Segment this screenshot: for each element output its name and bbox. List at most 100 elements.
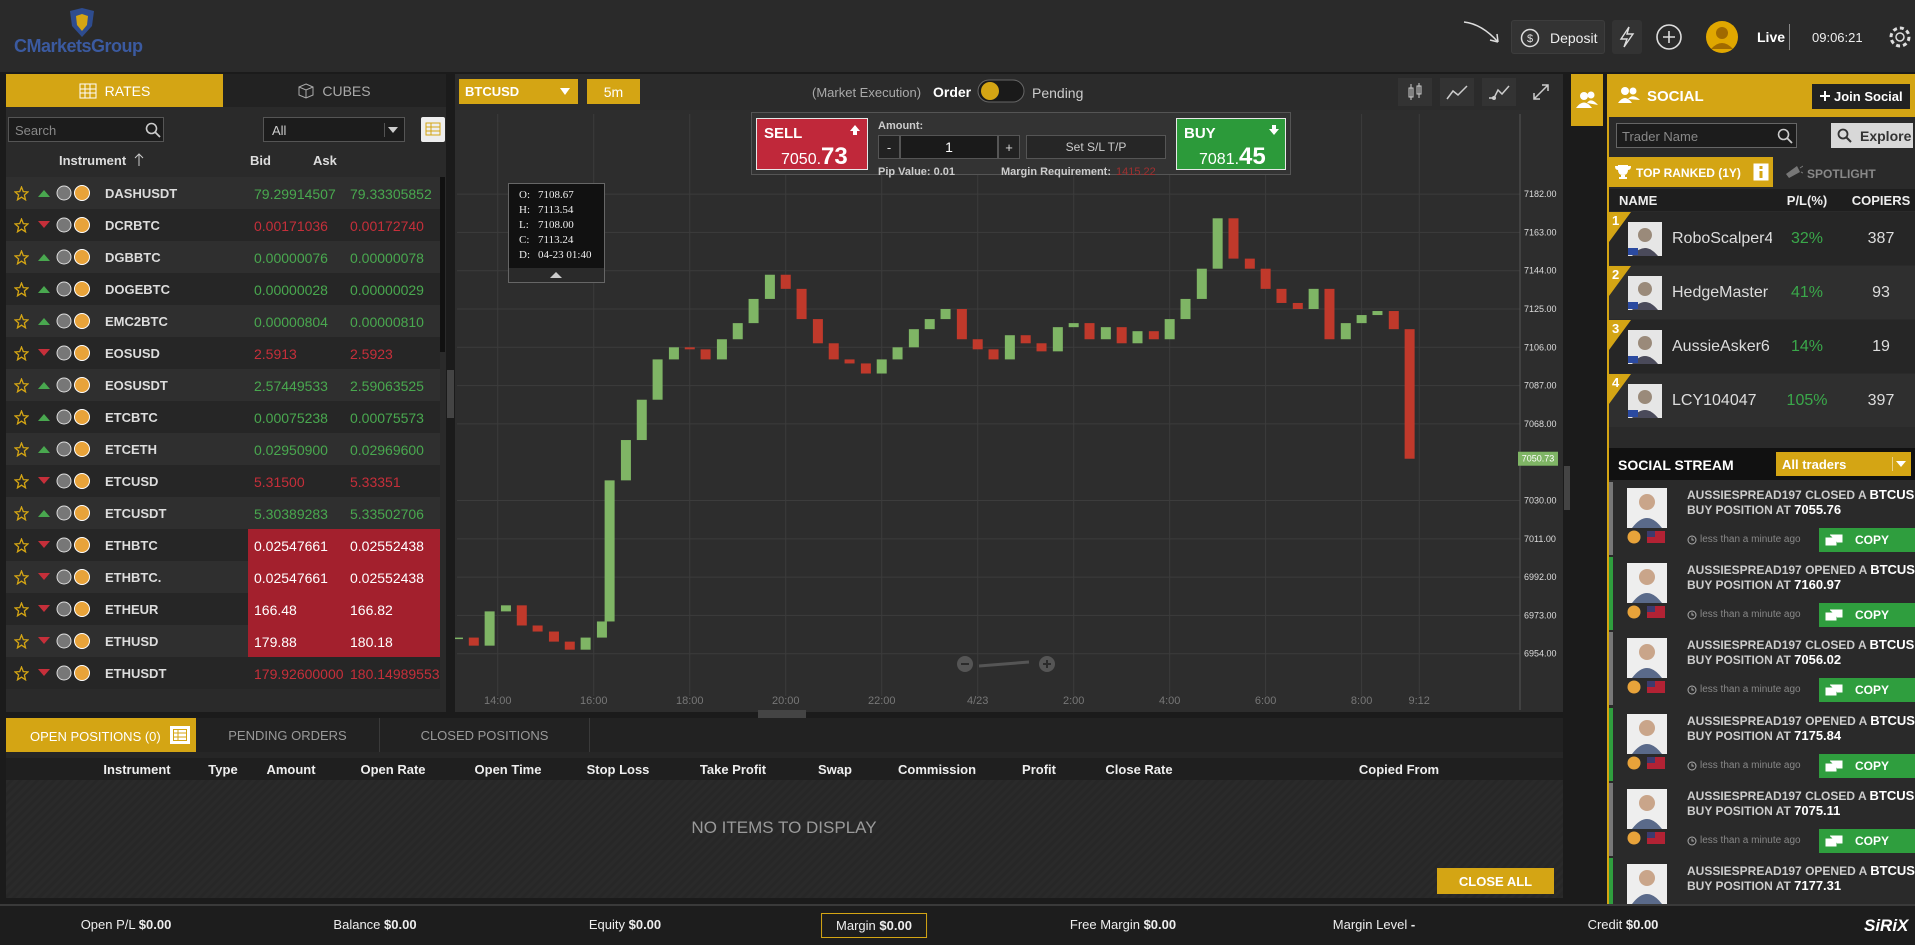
rate-row[interactable]: DASHUSDT 79.29914507 79.33305852 xyxy=(6,177,440,209)
instrument-icon xyxy=(56,249,90,265)
add-button[interactable] xyxy=(1655,23,1683,51)
trader-avatar xyxy=(1628,222,1662,256)
trader-row[interactable]: 4 LCY104047 105% 397 xyxy=(1609,374,1915,427)
sl-tp-button[interactable]: Set S/L T/P xyxy=(1026,135,1166,159)
sell-button[interactable]: SELL 7050.73 xyxy=(756,118,868,170)
bid-price: 0.02547661 xyxy=(254,570,328,586)
avatar-body xyxy=(1632,518,1662,528)
copy-label: COPY xyxy=(1855,608,1890,623)
top-ranked-tab[interactable]: TOP RANKED (1Y) xyxy=(1609,157,1773,187)
trader-row[interactable]: 2 HedgeMaster 41% 93 xyxy=(1609,266,1915,319)
zoom-control[interactable] xyxy=(955,654,1059,674)
deposit-button[interactable]: $ Deposit xyxy=(1511,20,1605,54)
trader-row[interactable]: 3 AussieAsker6 14% 19 xyxy=(1609,320,1915,373)
collapse-handle[interactable] xyxy=(447,370,454,418)
footer-value: $0.00 xyxy=(1625,917,1659,932)
instrument-symbol: DOGEBTC xyxy=(105,282,170,297)
rate-row[interactable]: ETCUSD 5.31500 5.33351 xyxy=(6,465,440,497)
rate-row[interactable]: ETHEUR 166.48 166.82 xyxy=(6,593,440,625)
rate-row[interactable]: ETHUSD 179.88 180.18 xyxy=(6,625,440,657)
trader-row[interactable]: 1 RoboScalper4 32% 387 xyxy=(1609,212,1915,265)
copy-button[interactable]: COPY xyxy=(1819,528,1915,552)
rank-badge xyxy=(1609,320,1631,350)
rate-row[interactable]: ETHBTC. 0.02547661 0.02552438 xyxy=(6,561,440,593)
lightning-button[interactable] xyxy=(1612,20,1642,54)
amount-increase[interactable]: + xyxy=(998,135,1020,159)
join-social-button[interactable]: Join Social xyxy=(1812,84,1910,109)
amount-decrease[interactable]: - xyxy=(878,135,900,159)
column-header: Copied From xyxy=(1358,762,1440,777)
fullscreen-button[interactable] xyxy=(1524,78,1558,106)
order-toggle[interactable] xyxy=(977,79,1025,103)
layout-toggle[interactable] xyxy=(421,117,445,142)
timeframe-dropdown[interactable]: 5m xyxy=(587,79,640,104)
rank-corner xyxy=(1609,266,1631,296)
bid-price: 5.31500 xyxy=(254,474,305,490)
rate-row[interactable]: EMC2BTC 0.00000804 0.00000810 xyxy=(6,305,440,337)
candle xyxy=(780,274,791,289)
y-tick-label: 6992.00 xyxy=(1524,572,1557,582)
tab-label[interactable]: SPOTLIGHT xyxy=(1807,167,1876,181)
copy-button[interactable]: COPY xyxy=(1819,603,1915,628)
indicator-button[interactable] xyxy=(1482,78,1516,106)
rate-row[interactable]: ETCUSDT 5.30389283 5.33502706 xyxy=(6,497,440,529)
settings-button[interactable] xyxy=(1886,23,1914,51)
scrollbar[interactable] xyxy=(440,177,445,352)
copy-button[interactable]: COPY xyxy=(1819,753,1915,778)
bid-price: 0.00000028 xyxy=(254,282,328,298)
star-shape xyxy=(14,666,29,681)
column-header[interactable]: Instrument xyxy=(59,153,127,168)
closed-positions-tab[interactable]: CLOSED POSITIONS xyxy=(380,718,590,752)
x-tick-label: 8:00 xyxy=(1351,695,1372,707)
arrow-down xyxy=(38,669,50,676)
filter-value: All xyxy=(272,123,287,138)
filter-dropdown[interactable]: All xyxy=(263,117,405,142)
y-tick-label: 7030.00 xyxy=(1524,496,1557,506)
copy-button[interactable]: COPY xyxy=(1819,828,1915,853)
open-positions-tab[interactable]: OPEN POSITIONS (0) xyxy=(6,718,196,752)
pending-orders-tab[interactable]: PENDING ORDERS xyxy=(196,718,380,752)
line-type-button[interactable] xyxy=(1440,78,1474,106)
buy-button[interactable]: BUY 7081.45 xyxy=(1176,118,1286,170)
social-side-tab[interactable] xyxy=(1571,74,1603,126)
symbol-dropdown[interactable]: BTCUSD xyxy=(459,79,578,104)
rate-row[interactable]: DOGEBTC 0.00000028 0.00000029 xyxy=(6,273,440,305)
rate-row[interactable]: EOSUSDT 2.57449533 2.59063525 xyxy=(6,369,440,401)
rate-row[interactable]: ETCETH 0.02950900 0.02969600 xyxy=(6,433,440,465)
rate-row[interactable]: DCRBTC 0.00171036 0.00172740 xyxy=(6,209,440,241)
instrument-symbol: EMC2BTC xyxy=(105,314,168,329)
asset-icons xyxy=(1627,680,1665,694)
rate-row[interactable]: EOSUSD 2.5913 2.5923 xyxy=(6,337,440,369)
traders-header: NAME P/L(%) COPIERS xyxy=(1609,189,1915,211)
search-input[interactable]: Search xyxy=(8,117,164,142)
column-header: Take Profit xyxy=(699,762,767,777)
candle xyxy=(1036,343,1047,352)
rate-row[interactable]: DGBBTC 0.00000076 0.00000078 xyxy=(6,241,440,273)
explore-button[interactable]: Explore xyxy=(1831,123,1913,148)
user-avatar[interactable] xyxy=(1706,21,1738,53)
collapse-handle[interactable] xyxy=(758,710,806,718)
stream-side: BUY POSITION AT xyxy=(1687,803,1791,818)
amount-input[interactable]: 1 xyxy=(900,135,998,159)
coin xyxy=(74,473,90,489)
ask-price: 0.00000810 xyxy=(350,314,424,330)
trader-avatar xyxy=(1628,384,1662,418)
candle xyxy=(1148,331,1159,340)
trader-avatar xyxy=(1627,864,1667,904)
copy-button[interactable]: COPY xyxy=(1819,678,1915,703)
candle-type-button[interactable] xyxy=(1398,78,1432,106)
candle xyxy=(548,631,559,642)
cubes-tab[interactable]: CUBES xyxy=(223,74,446,107)
rates-tab[interactable]: RATES xyxy=(6,74,223,107)
rate-row[interactable]: ETHBTC 0.02547661 0.02552438 xyxy=(6,529,440,561)
collapse-handle[interactable] xyxy=(1564,466,1570,510)
rate-row[interactable]: ETCBTC 0.00075238 0.00075573 xyxy=(6,401,440,433)
close-all-button[interactable]: CLOSE ALL xyxy=(1437,868,1554,894)
ask-price: 0.00172740 xyxy=(350,218,424,234)
trader-search[interactable]: Trader Name xyxy=(1616,123,1797,148)
social-stream: AUSSIESPREAD197 CLOSED A BTCUSDBUY POSIT… xyxy=(1609,482,1915,904)
logo: CMarketsGroup xyxy=(14,36,143,56)
rate-row[interactable]: ETHUSDT 179.92600000 180.14989553 xyxy=(6,657,440,689)
stream-filter[interactable]: All traders xyxy=(1776,452,1911,476)
